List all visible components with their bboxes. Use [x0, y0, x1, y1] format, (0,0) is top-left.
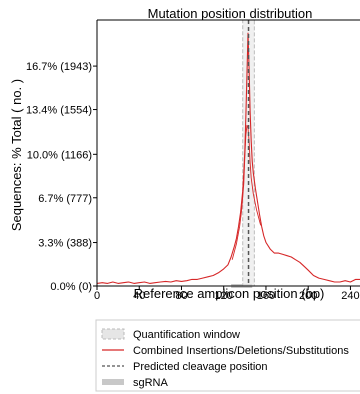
legend-label: Predicted cleavage position [133, 361, 268, 373]
y-tick-label: 10.0% (1166) [27, 149, 92, 161]
series-line-outline [231, 124, 262, 260]
legend-box [95, 319, 360, 392]
y-tick-label: 16.7% (1943) [26, 61, 92, 73]
legend-label: Quantification window [133, 329, 240, 341]
y-tick-label: 6.7% (777) [38, 193, 92, 205]
x-tick-label: 240 [341, 290, 359, 302]
legend-label: sgRNA [133, 377, 169, 389]
plot-area [96, 19, 360, 288]
x-tick-label: 80 [175, 290, 187, 302]
x-tick-label: 160 [257, 290, 275, 302]
x-axis-ticks: 0 40 80 120 160 200 240 [94, 286, 360, 302]
y-axis-label: Sequences: % Total ( no. ) [9, 79, 24, 231]
y-tick-label: 13.4% (1554) [26, 105, 92, 117]
y-axis-ticks: 0.0% (0) 3.3% (388) 6.7% (777) 10.0% (1166)… [26, 61, 97, 293]
x-tick-label: 120 [215, 290, 233, 302]
x-tick-label: 40 [133, 290, 145, 302]
legend-swatch-sgrna [102, 379, 124, 385]
x-tick-label: 0 [94, 290, 100, 302]
series-line-combined [96, 32, 360, 284]
x-tick-label: 200 [299, 290, 317, 302]
legend: Quantification window Combined Insertions… [95, 319, 360, 392]
legend-label: Combined Insertions/Deletions/Substituti… [133, 345, 349, 357]
legend-swatch-window [101, 328, 125, 340]
y-tick-label: 3.3% (388) [38, 238, 92, 250]
chart-title: Mutation position distribution [148, 6, 313, 21]
y-tick-label: 0.0% (0) [50, 281, 92, 293]
